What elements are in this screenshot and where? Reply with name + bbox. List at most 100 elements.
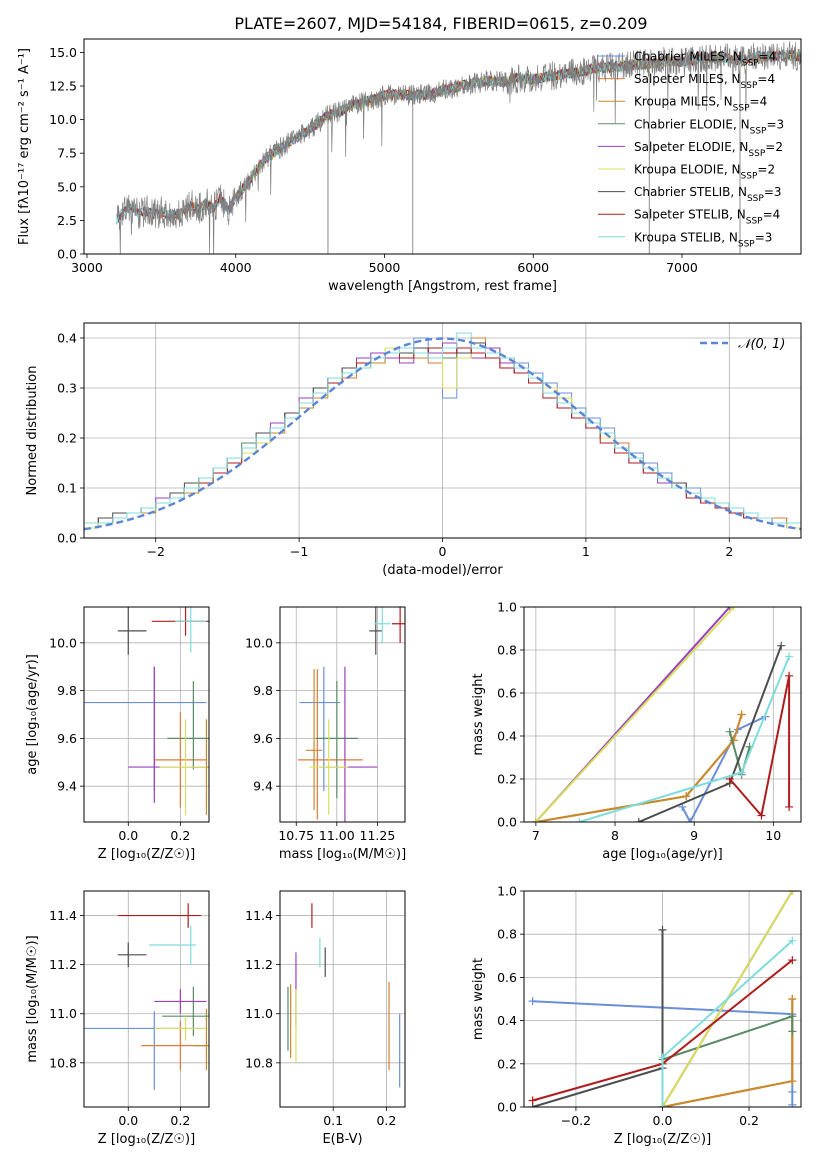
y-tick-label: 9.8 (57, 683, 77, 698)
mass-weight-marker (729, 607, 738, 611)
y-tick-label: 0.8 (497, 643, 517, 658)
y-tick-label: 0.4 (497, 729, 517, 744)
y-tick-label: 0.2 (497, 772, 517, 787)
y-tick-label: 0.2 (57, 431, 77, 446)
observed-spectrum-line (116, 41, 801, 254)
legend-nssp-value: =2 (757, 163, 775, 177)
axes-frame (279, 890, 406, 1108)
y-tick-label: 11.4 (49, 908, 77, 923)
y-tick-label: 0.0 (57, 531, 77, 546)
y-tick-label: 15.0 (49, 45, 77, 60)
legend-nssp-value: =2 (765, 140, 783, 154)
mass-weight-marker (777, 641, 786, 650)
y-tick-label: 0.1 (57, 481, 77, 496)
x-tick-label: −0.2 (561, 1113, 591, 1128)
legend-nssp-value: =4 (759, 50, 777, 64)
mass-weight-marker (785, 652, 794, 661)
y-tick-label: 11.2 (49, 957, 77, 972)
mass-weight-marker (788, 1077, 797, 1086)
x-axis-label: age [log₁₀(age/yr)] (602, 847, 723, 862)
legend-label: Salpeter MILES, NSSP=4 (634, 72, 775, 91)
mass-weight-marker (788, 1100, 797, 1107)
y-tick-label: 11.2 (245, 957, 273, 972)
y-tick-label: 10.0 (245, 635, 273, 650)
legend-subscript: SSP (746, 217, 763, 227)
y-tick-label: 0.3 (57, 381, 77, 396)
age-vs-mass-panel: 10.75 11.00 11.25 9.4 9.6 9.8 10.0 mass [log₁₀(… (245, 606, 406, 862)
x-tick-label: 0 (439, 544, 447, 559)
mass-weight-line (662, 1014, 794, 1061)
mass-weight-marker (788, 891, 797, 895)
y-tick-label: 0.2 (497, 1056, 517, 1071)
x-axis-label: E(B-V) (322, 1132, 362, 1147)
spectrum-panel: 3000 4000 5000 6000 7000 0.0 2.5 5.0 7.5 10.0 12.5… (17, 38, 802, 294)
x-tick-label: 3000 (71, 260, 103, 275)
mass-weight-line (661, 939, 793, 1107)
x-tick-label: 4000 (220, 260, 252, 275)
y-tick-label: 5.0 (57, 179, 77, 194)
x-tick-label: 0.2 (170, 1113, 190, 1128)
y-tick-label: 9.4 (253, 779, 273, 794)
legend-subscript: SSP (748, 149, 765, 159)
y-tick-label: 11.0 (49, 1006, 77, 1021)
legend-label: Chabrier STELIB, NSSP=3 (634, 185, 782, 204)
mass-weight-marker (788, 995, 797, 1003)
mass-weight-marker (788, 1087, 797, 1096)
mass-weight-marker (757, 811, 766, 820)
y-axis-label: mass weight (471, 958, 486, 1040)
x-tick-label: 0.0 (118, 828, 138, 843)
mass-vs-metallicity-panel: 0.0 0.2 10.8 11.0 11.2 11.4 Z [log₁₀(Z/Z☉)] mas… (25, 890, 210, 1147)
y-axis-label: Flux [fλ10⁻¹⁷ erg cm⁻² s⁻¹ A⁻¹] (17, 48, 32, 245)
axes-frame (83, 38, 802, 255)
mass-weight-marker (531, 818, 540, 822)
x-tick-label: 6000 (517, 260, 549, 275)
x-axis-label: mass [log₁₀(M/M☉)] (279, 847, 406, 862)
plot-area (287, 903, 401, 1088)
x-tick-label: 10.75 (278, 828, 314, 843)
mass-weight-marker (725, 607, 734, 611)
axes-frame (523, 606, 802, 823)
histogram-step-line (84, 332, 801, 524)
mass-weight-marker (737, 768, 746, 777)
legend-subscript: SSP (738, 239, 755, 249)
legend-label: Salpeter STELIB, NSSP=4 (634, 208, 780, 227)
mass-weight-marker (658, 1103, 667, 1107)
plot-area (297, 607, 405, 822)
x-tick-label: 0.2 (739, 1113, 759, 1128)
y-tick-label: 10.0 (49, 635, 77, 650)
mass-weight-marker (785, 802, 794, 811)
x-tick-label: 5000 (369, 260, 401, 275)
legend-nssp-value: =3 (766, 117, 784, 131)
y-tick-label: 9.8 (253, 683, 273, 698)
legend-label: Chabrier ELODIE, NSSP=3 (634, 117, 784, 136)
legend-subscript: SSP (741, 81, 758, 91)
y-tick-label: 1.0 (497, 884, 517, 899)
legend-label: Kroupa MILES, NSSP=4 (634, 95, 767, 114)
legend-nssp-value: =3 (764, 185, 782, 199)
y-axis-label: mass [log₁₀(M/M☉)] (25, 935, 40, 1062)
mass-weight-line (535, 607, 735, 822)
figure-title: PLATE=2607, MJD=54184, FIBERID=0615, z=0… (234, 14, 647, 33)
residual-histogram-panel: −2 −1 0 1 2 0.0 0.1 0.2 0.3 0.4 (data-model)/error… (25, 322, 802, 578)
legend-subscript: SSP (742, 59, 759, 69)
plot-area (116, 41, 801, 254)
mass-weight-marker (788, 956, 797, 965)
y-tick-label: 9.6 (253, 731, 273, 746)
legend-nssp-value: =3 (755, 230, 773, 244)
x-tick-label: 11.00 (319, 828, 355, 843)
x-axis-label: (data-model)/error (382, 563, 503, 578)
legend-subscript: SSP (733, 104, 750, 114)
x-tick-label: 10 (765, 828, 781, 843)
y-tick-label: 0.0 (497, 815, 517, 830)
y-axis-label: age [log₁₀(age/yr)] (25, 654, 40, 775)
x-tick-label: 0.0 (653, 1113, 673, 1128)
x-tick-label: 1 (582, 544, 590, 559)
x-tick-label: 9 (690, 828, 698, 843)
y-tick-label: 0.4 (497, 1013, 517, 1028)
x-tick-label: −1 (290, 544, 308, 559)
axes-frame (83, 890, 210, 1108)
y-tick-label: 9.4 (57, 779, 77, 794)
mass-weight-marker (528, 1096, 537, 1105)
x-tick-label: 11.25 (360, 828, 396, 843)
